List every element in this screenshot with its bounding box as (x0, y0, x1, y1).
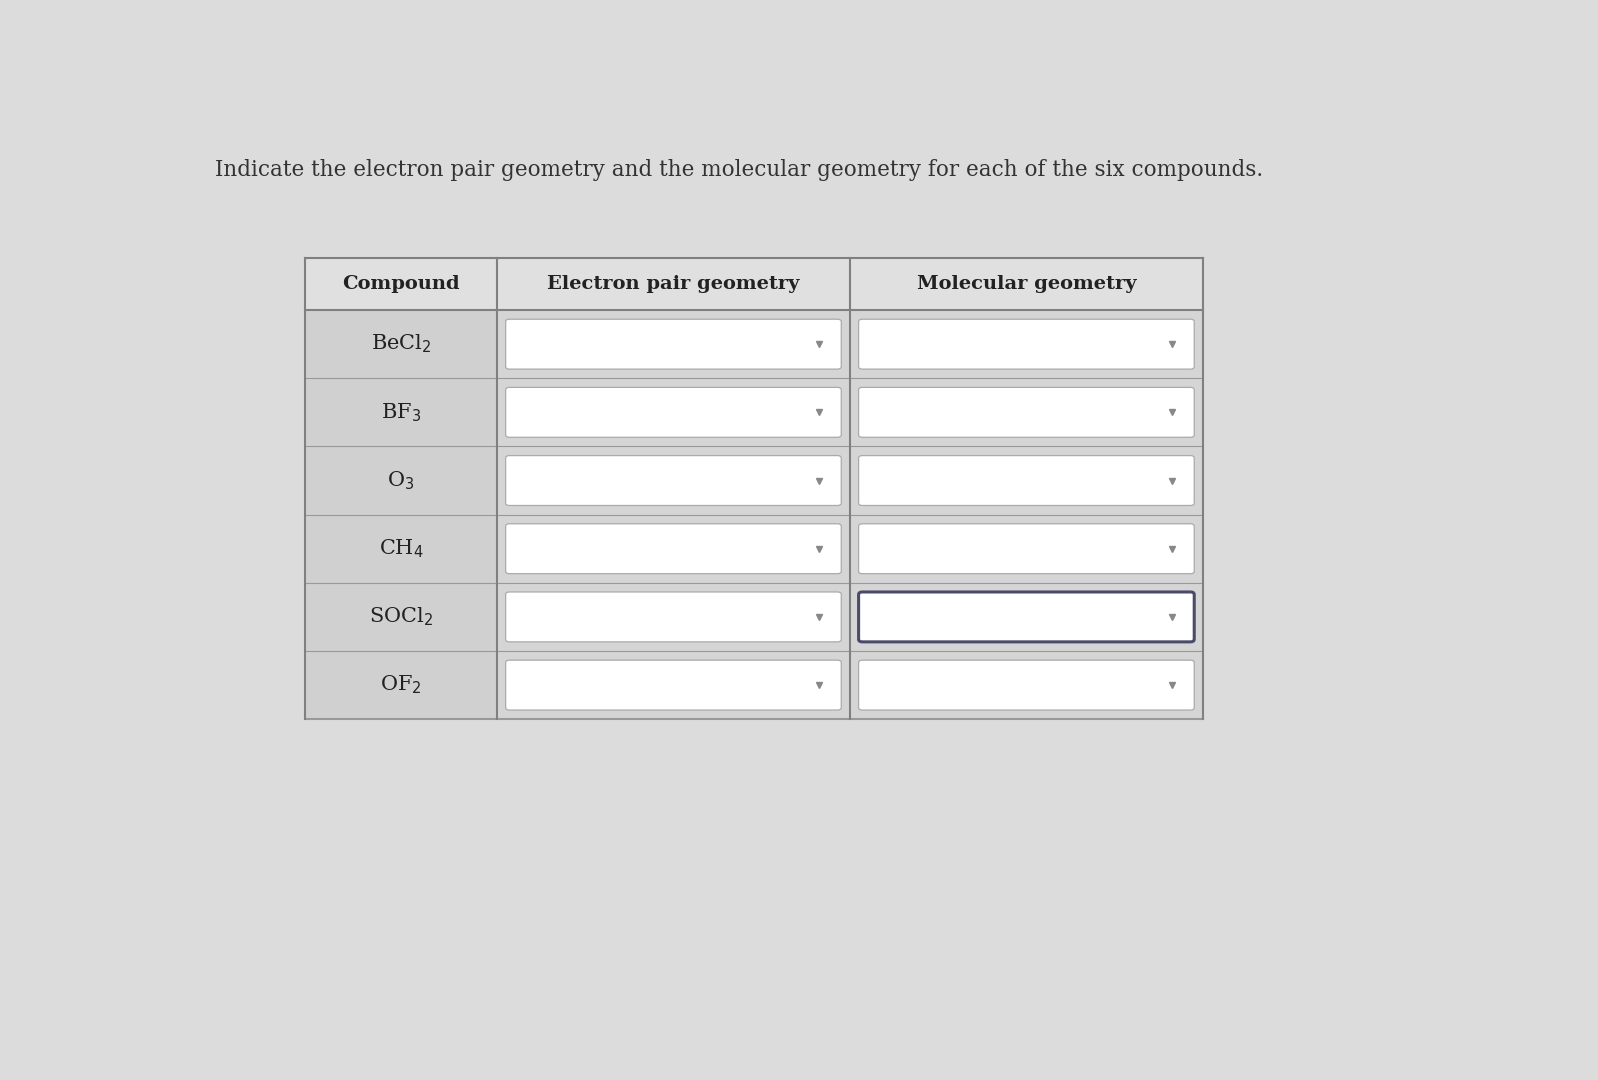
FancyBboxPatch shape (505, 320, 841, 369)
FancyBboxPatch shape (505, 456, 841, 505)
Text: Compound: Compound (342, 275, 460, 294)
FancyBboxPatch shape (505, 524, 841, 573)
Text: Molecular geometry: Molecular geometry (917, 275, 1136, 294)
FancyBboxPatch shape (858, 320, 1194, 369)
Text: BF$_3$: BF$_3$ (380, 401, 420, 423)
FancyBboxPatch shape (505, 660, 841, 710)
FancyBboxPatch shape (858, 456, 1194, 505)
Text: OF$_2$: OF$_2$ (380, 674, 422, 697)
FancyBboxPatch shape (505, 592, 841, 642)
FancyBboxPatch shape (505, 388, 841, 437)
Text: CH$_4$: CH$_4$ (379, 538, 423, 561)
Text: BeCl$_2$: BeCl$_2$ (371, 333, 431, 355)
FancyBboxPatch shape (858, 524, 1194, 573)
Text: SOCl$_2$: SOCl$_2$ (369, 606, 433, 629)
FancyBboxPatch shape (858, 388, 1194, 437)
FancyBboxPatch shape (858, 592, 1194, 642)
Text: Electron pair geometry: Electron pair geometry (547, 275, 799, 294)
Text: Indicate the electron pair geometry and the molecular geometry for each of the s: Indicate the electron pair geometry and … (214, 159, 1262, 180)
FancyBboxPatch shape (858, 660, 1194, 710)
Text: O$_3$: O$_3$ (387, 469, 414, 491)
Bar (305, 258, 1203, 310)
